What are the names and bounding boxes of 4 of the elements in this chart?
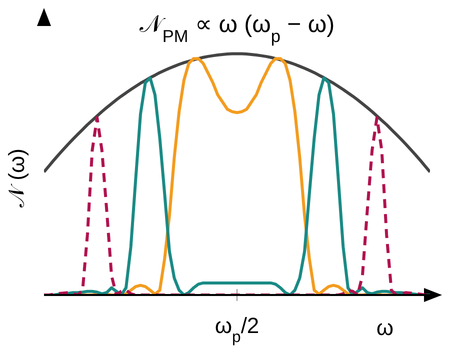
text: ω$_{p}$/2: [214, 313, 260, 346]
y-axis-title: 𝒩 (ω): [4, 148, 29, 208]
x-axis-title: ω: [376, 315, 394, 340]
chart-title: 𝒩$_{PM}$ ∝ ω (ω$_{p}$ − ω): [139, 11, 335, 46]
